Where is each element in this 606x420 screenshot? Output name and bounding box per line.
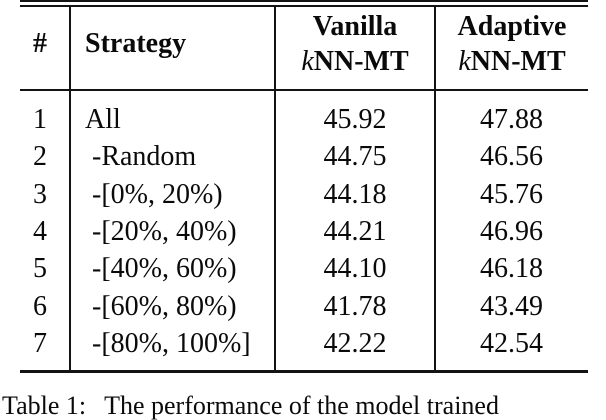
cell-row-number: 2	[33, 141, 47, 173]
cell-strategy: -Random	[85, 141, 197, 173]
cell-row-number: 3	[33, 178, 47, 210]
table-vertical-rule-1	[69, 7, 71, 370]
cell-vanilla-score: 44.10	[323, 253, 387, 285]
column-header-strategy: Strategy	[85, 28, 187, 59]
cell-vanilla-score: 42.22	[323, 328, 387, 360]
cell-strategy: -[0%, 20%)	[85, 178, 223, 210]
table-row: 1 All 45.92 47.88	[20, 101, 588, 138]
cell-vanilla-score: 41.78	[323, 290, 387, 322]
column-header-adaptive-knnmt: kNN-MT	[436, 47, 588, 77]
cell-row-number: 7	[33, 328, 47, 360]
column-header-vanilla-knnmt: kNN-MT	[276, 47, 434, 77]
cell-row-number: 5	[33, 253, 47, 285]
cell-adaptive-score: 46.18	[480, 253, 543, 285]
table-top-rule-outer	[20, 0, 588, 3]
table-caption-text: The performance of the model trained	[104, 391, 499, 420]
math-k-symbol: k	[458, 46, 471, 77]
table-caption-label: Table 1:	[2, 391, 87, 420]
column-header-adaptive: Adaptive	[457, 11, 567, 42]
cell-strategy: -[40%, 60%)	[85, 253, 237, 285]
table-row: 4 -[20%, 40%) 44.21 46.96	[20, 213, 588, 250]
cell-adaptive-score: 47.88	[480, 103, 543, 135]
cell-adaptive-score: 45.76	[480, 178, 543, 210]
table-header-rule	[20, 89, 588, 92]
table-top-rule-inner	[20, 4, 588, 7]
cell-adaptive-score: 46.96	[480, 216, 543, 248]
cell-row-number: 6	[33, 290, 47, 322]
knnmt-label: NN-MT	[313, 46, 409, 77]
cell-row-number: 1	[33, 103, 47, 135]
cell-strategy: -[20%, 40%)	[85, 216, 237, 248]
table-row: 7 -[80%, 100%] 42.22 42.54	[20, 326, 588, 363]
cell-row-number: 4	[33, 216, 47, 248]
table-row: 3 -[0%, 20%) 44.18 45.76	[20, 176, 588, 213]
cell-strategy: -[60%, 80%)	[85, 290, 237, 322]
table-row: 5 -[40%, 60%) 44.10 46.18	[20, 251, 588, 288]
math-k-symbol: k	[301, 46, 314, 77]
column-header-vanilla: Vanilla	[312, 11, 398, 42]
table-body: 1 All 45.92 47.88 2 -Random 44.75 46.56 …	[20, 101, 588, 363]
paper-table-figure: # Strategy Vanilla kNN-MT Adaptive kNN-M…	[2, 0, 588, 420]
cell-vanilla-score: 45.92	[323, 103, 387, 135]
cell-strategy: -[80%, 100%]	[85, 328, 251, 360]
cell-vanilla-score: 44.75	[323, 141, 387, 173]
cell-vanilla-score: 44.18	[323, 178, 387, 210]
table-row: 6 -[60%, 80%) 41.78 43.49	[20, 288, 588, 325]
cell-adaptive-score: 43.49	[480, 290, 543, 322]
knnmt-label: NN-MT	[470, 46, 566, 77]
table-caption: Table 1: The performance of the model tra…	[2, 392, 499, 420]
column-header-number: #	[33, 28, 47, 59]
table-row: 2 -Random 44.75 46.56	[20, 138, 588, 175]
cell-adaptive-score: 46.56	[480, 141, 543, 173]
table-bottom-rule	[20, 369, 588, 373]
cell-strategy: All	[85, 103, 121, 135]
table-vertical-rule-2	[274, 7, 276, 370]
cell-vanilla-score: 44.21	[323, 216, 387, 248]
table-vertical-rule-3	[434, 7, 436, 370]
cell-adaptive-score: 42.54	[480, 328, 543, 360]
